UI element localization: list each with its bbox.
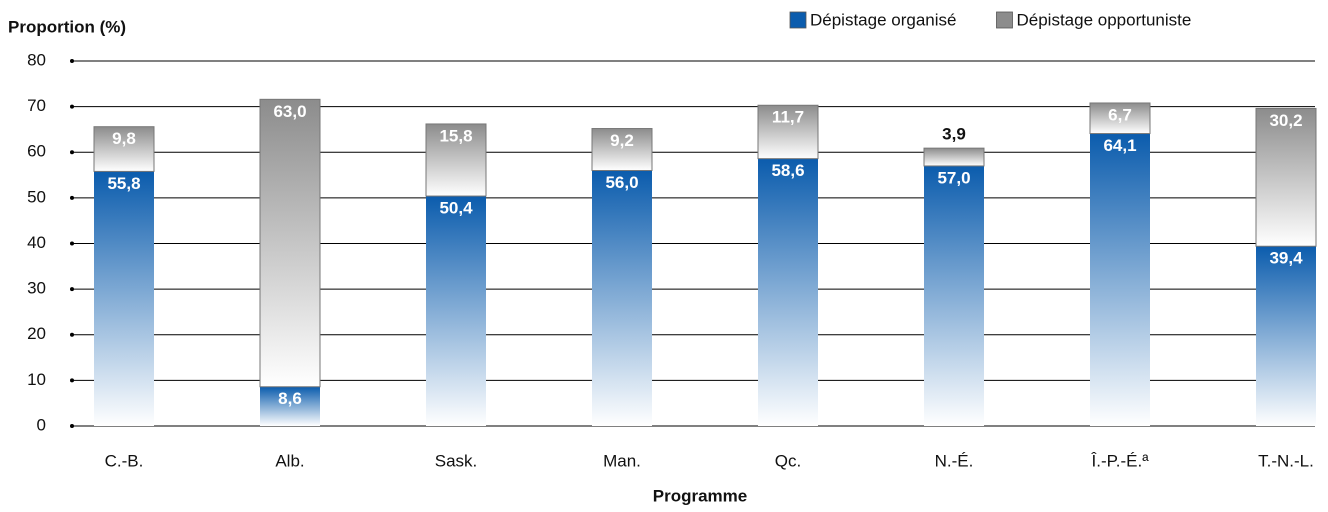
x-tick-label: Man. bbox=[603, 451, 641, 470]
y-tick-label: 0 bbox=[37, 415, 46, 434]
x-tick-label: Qc. bbox=[775, 451, 801, 470]
value-label: 30,2 bbox=[1269, 111, 1302, 130]
legend-label: Dépistage opportuniste bbox=[1016, 10, 1191, 29]
y-tick-label: 60 bbox=[27, 142, 46, 161]
x-tick-label: Î.-P.-É.ª bbox=[1091, 451, 1150, 470]
bar-segment bbox=[591, 128, 653, 171]
bar-segment bbox=[758, 158, 818, 426]
x-tick-label: N.-É. bbox=[935, 451, 974, 470]
y-tick-label: 40 bbox=[27, 233, 46, 252]
bar-segment bbox=[592, 170, 652, 426]
value-label: 64,1 bbox=[1103, 136, 1136, 155]
tick-dot bbox=[70, 287, 74, 292]
bar-segment bbox=[924, 165, 984, 426]
value-label: 58,6 bbox=[771, 161, 804, 180]
bar-segment bbox=[1256, 246, 1316, 426]
bar-segment bbox=[757, 104, 819, 160]
tick-dot bbox=[70, 195, 74, 200]
tick-dot bbox=[70, 59, 74, 63]
tick-dot bbox=[70, 378, 74, 383]
tick-dot bbox=[70, 241, 74, 246]
x-tick-label: T.-N.-L. bbox=[1258, 451, 1314, 470]
legend-swatch bbox=[789, 11, 807, 29]
bar-segment bbox=[259, 98, 321, 388]
tick-dot bbox=[70, 150, 74, 155]
legend-label: Dépistage organisé bbox=[810, 10, 956, 29]
bar-segment bbox=[94, 171, 154, 426]
bar-segment bbox=[93, 126, 155, 172]
tick-dot bbox=[70, 104, 74, 109]
bar-segment bbox=[1255, 107, 1317, 247]
y-tick-label: 10 bbox=[27, 370, 46, 389]
value-label: 9,2 bbox=[610, 131, 634, 150]
bar-segment bbox=[1089, 102, 1151, 135]
legend-swatch bbox=[996, 11, 1013, 29]
value-label: 57,0 bbox=[937, 168, 970, 187]
value-label: 3,9 bbox=[942, 125, 966, 144]
value-label: 55,8 bbox=[107, 174, 140, 193]
y-tick-label: 20 bbox=[27, 324, 46, 343]
value-label: 9,8 bbox=[112, 129, 136, 148]
value-label: 15,8 bbox=[439, 126, 472, 145]
value-label: 6,7 bbox=[1108, 105, 1132, 124]
bar-segment bbox=[426, 196, 486, 426]
tick-dot bbox=[70, 424, 74, 428]
bar-segment bbox=[923, 147, 985, 167]
value-label: 11,7 bbox=[772, 108, 804, 127]
y-tick-label: 80 bbox=[27, 50, 46, 69]
x-tick-label: Sask. bbox=[435, 451, 478, 470]
x-tick-label: C.-B. bbox=[105, 451, 144, 470]
value-label: 63,0 bbox=[273, 102, 306, 121]
bar-segment bbox=[260, 386, 320, 426]
bar-segment bbox=[425, 123, 487, 197]
y-tick-label: 30 bbox=[27, 279, 46, 298]
bar-segment bbox=[1090, 133, 1150, 426]
value-label: 50,4 bbox=[439, 199, 473, 218]
y-axis-title: Proportion (%) bbox=[8, 17, 126, 36]
y-tick-label: 70 bbox=[27, 96, 46, 115]
value-label: 8,6 bbox=[278, 389, 302, 408]
value-label: 39,4 bbox=[1269, 249, 1303, 268]
x-axis-title: Programme bbox=[653, 486, 747, 505]
tick-dot bbox=[70, 332, 74, 337]
y-tick-label: 50 bbox=[27, 187, 46, 206]
value-label: 56,0 bbox=[605, 173, 638, 192]
x-tick-label: Alb. bbox=[275, 451, 304, 470]
